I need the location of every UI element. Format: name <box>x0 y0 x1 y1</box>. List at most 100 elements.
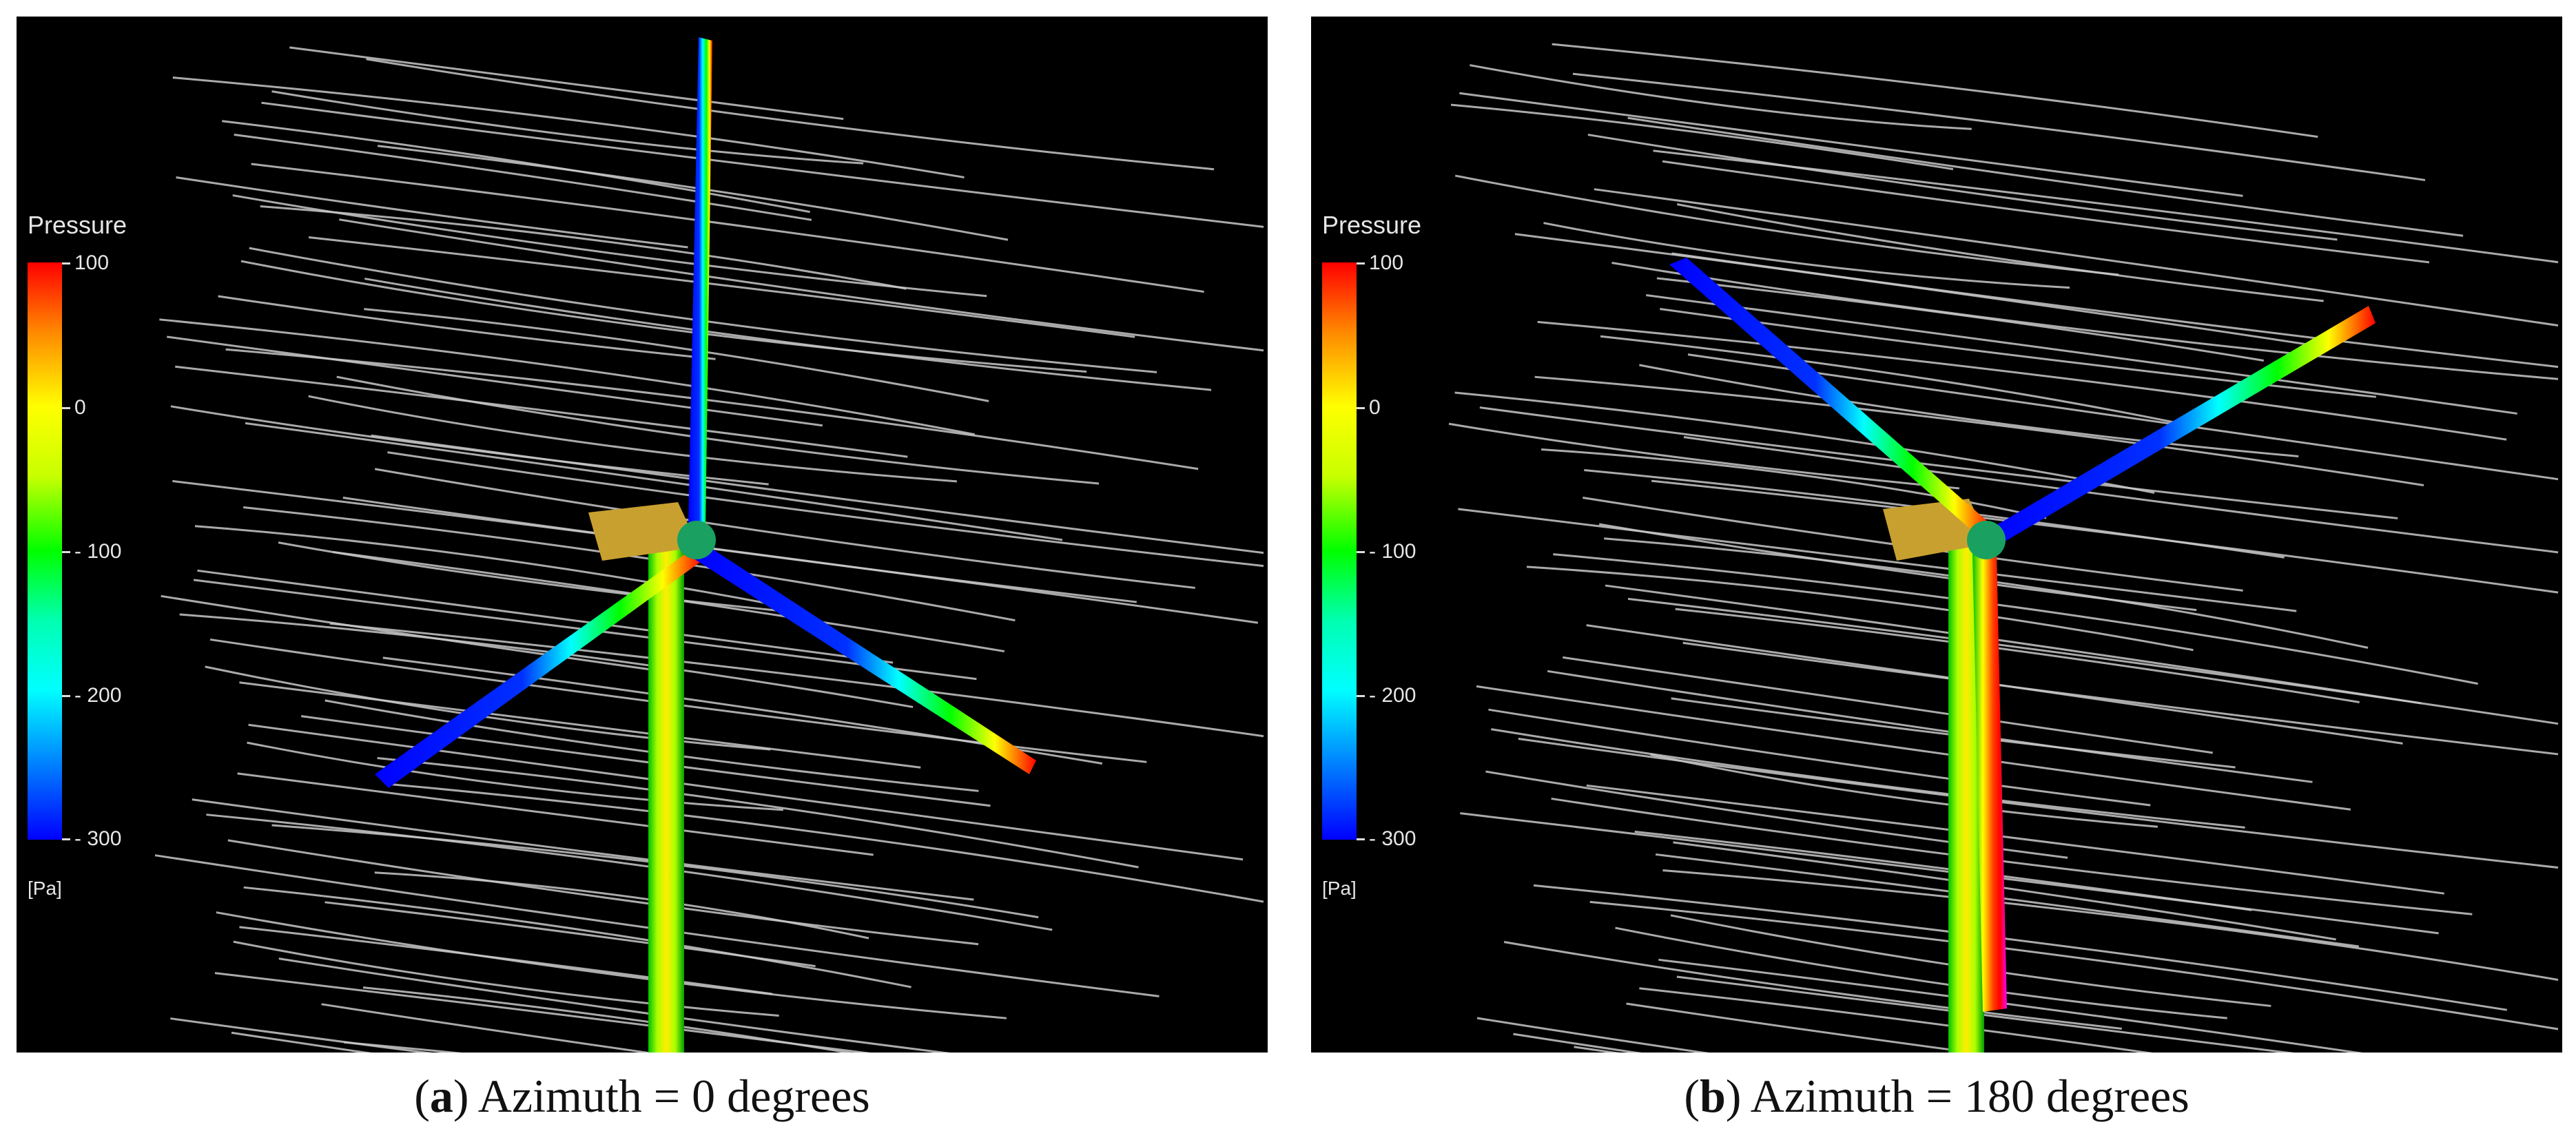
streamline <box>248 723 1244 861</box>
caption-text: Azimuth = 180 degrees <box>1750 1070 2189 1122</box>
streamline <box>239 926 773 995</box>
legend-tick-label: - 100 <box>1369 540 1416 563</box>
streamline <box>1671 697 2236 769</box>
streamline <box>206 813 1053 931</box>
streamline <box>1675 608 2360 703</box>
streamline <box>1503 940 2122 1030</box>
streamline <box>1605 584 2422 705</box>
blade-right <box>692 540 1036 774</box>
streamline <box>245 422 1063 541</box>
streamline <box>366 58 1215 171</box>
streamline <box>1450 103 1954 171</box>
streamline <box>218 295 716 360</box>
legend-tick <box>1357 262 1365 265</box>
streamline <box>1589 900 2559 1030</box>
streamline <box>1650 753 2158 828</box>
legend-tick-label: 100 <box>1369 251 1404 274</box>
streamline <box>1518 738 2559 869</box>
caption-b: (b) Azimuth = 180 degrees <box>1684 1070 2189 1122</box>
streamline <box>308 395 957 483</box>
cfd-panel-azimuth-0: Pressure 100 0 - 100 - 200 - 300 [Pa] <box>17 17 1268 1053</box>
streamline <box>194 525 802 611</box>
streamline <box>1459 92 2243 197</box>
streamline <box>301 715 991 807</box>
streamline <box>1660 308 2377 398</box>
streamline <box>216 911 1007 1019</box>
blade-vertical <box>688 37 712 530</box>
streamline <box>1574 1046 1620 1053</box>
streamline <box>1547 670 2313 783</box>
streamline <box>237 772 874 856</box>
legend-tick-label: 0 <box>1369 396 1381 419</box>
streamline <box>1526 566 2194 652</box>
streamline <box>239 681 921 769</box>
streamline <box>1627 597 2559 725</box>
streamline <box>389 783 1264 903</box>
streamline <box>377 757 1139 869</box>
legend-title: Pressure <box>1322 211 1422 239</box>
legend-tick <box>62 695 70 697</box>
streamline <box>1627 116 2464 237</box>
streamline <box>247 741 783 811</box>
streamline <box>1626 1002 1980 1053</box>
streamline <box>1594 188 2559 327</box>
streamline <box>1513 1033 1642 1053</box>
caption-letter: b <box>1699 1070 1726 1122</box>
caption-text: Azimuth = 0 degrees <box>477 1070 870 1122</box>
legend-unit: [Pa] <box>1322 878 1357 899</box>
streamline <box>1600 335 2197 428</box>
blade-right <box>1983 306 2376 550</box>
streamline <box>364 308 989 402</box>
legend-tick-label: 100 <box>74 251 110 274</box>
streamline <box>371 434 1264 555</box>
streamline <box>1662 869 2559 981</box>
streamline <box>1563 656 2213 754</box>
streamline <box>159 318 976 436</box>
turbine-streamline-render <box>154 37 1264 1053</box>
streamline <box>1682 641 2559 756</box>
streamline <box>227 839 979 946</box>
streamline <box>251 163 1204 293</box>
streamline <box>1491 728 2245 829</box>
legend-tick-label: - 300 <box>74 827 122 850</box>
streamline <box>278 957 951 1053</box>
legend-tick <box>62 551 70 553</box>
streamline <box>1615 926 2227 1019</box>
streamlines <box>1448 43 2559 1053</box>
streamline <box>233 940 779 1017</box>
pressure-colorbar <box>28 262 62 840</box>
streamline <box>192 798 974 901</box>
streamline <box>1572 72 2426 181</box>
streamline <box>374 871 869 940</box>
legend-tick-label: - 200 <box>74 684 122 707</box>
streamline <box>1662 160 2430 264</box>
blade-left <box>1669 258 1993 540</box>
streamline <box>1470 64 1972 130</box>
streamline <box>329 622 1264 738</box>
blade-left <box>375 547 702 788</box>
streamline <box>289 46 844 121</box>
streamline <box>339 218 1264 352</box>
streamline <box>1448 422 1960 490</box>
streamline <box>175 365 908 458</box>
streamline <box>1553 553 2478 685</box>
streamline <box>1537 320 2507 441</box>
streamline <box>1653 149 2559 264</box>
streamline <box>172 76 965 178</box>
streamline <box>1543 222 2070 289</box>
streamline <box>1551 797 2473 915</box>
streamline <box>1646 294 2517 415</box>
streamline <box>170 405 769 486</box>
streamline <box>378 145 1009 241</box>
streamline <box>362 986 854 1053</box>
streamline <box>1676 975 2291 1053</box>
streamline <box>1677 203 2324 302</box>
legend-tick <box>1357 695 1365 697</box>
streamline <box>1639 987 2153 1053</box>
streamline <box>374 468 1195 589</box>
streamline <box>167 335 823 427</box>
streamline <box>1533 884 2507 1011</box>
streamline <box>214 972 871 1053</box>
streamline <box>243 886 911 988</box>
legend-tick <box>62 838 70 840</box>
